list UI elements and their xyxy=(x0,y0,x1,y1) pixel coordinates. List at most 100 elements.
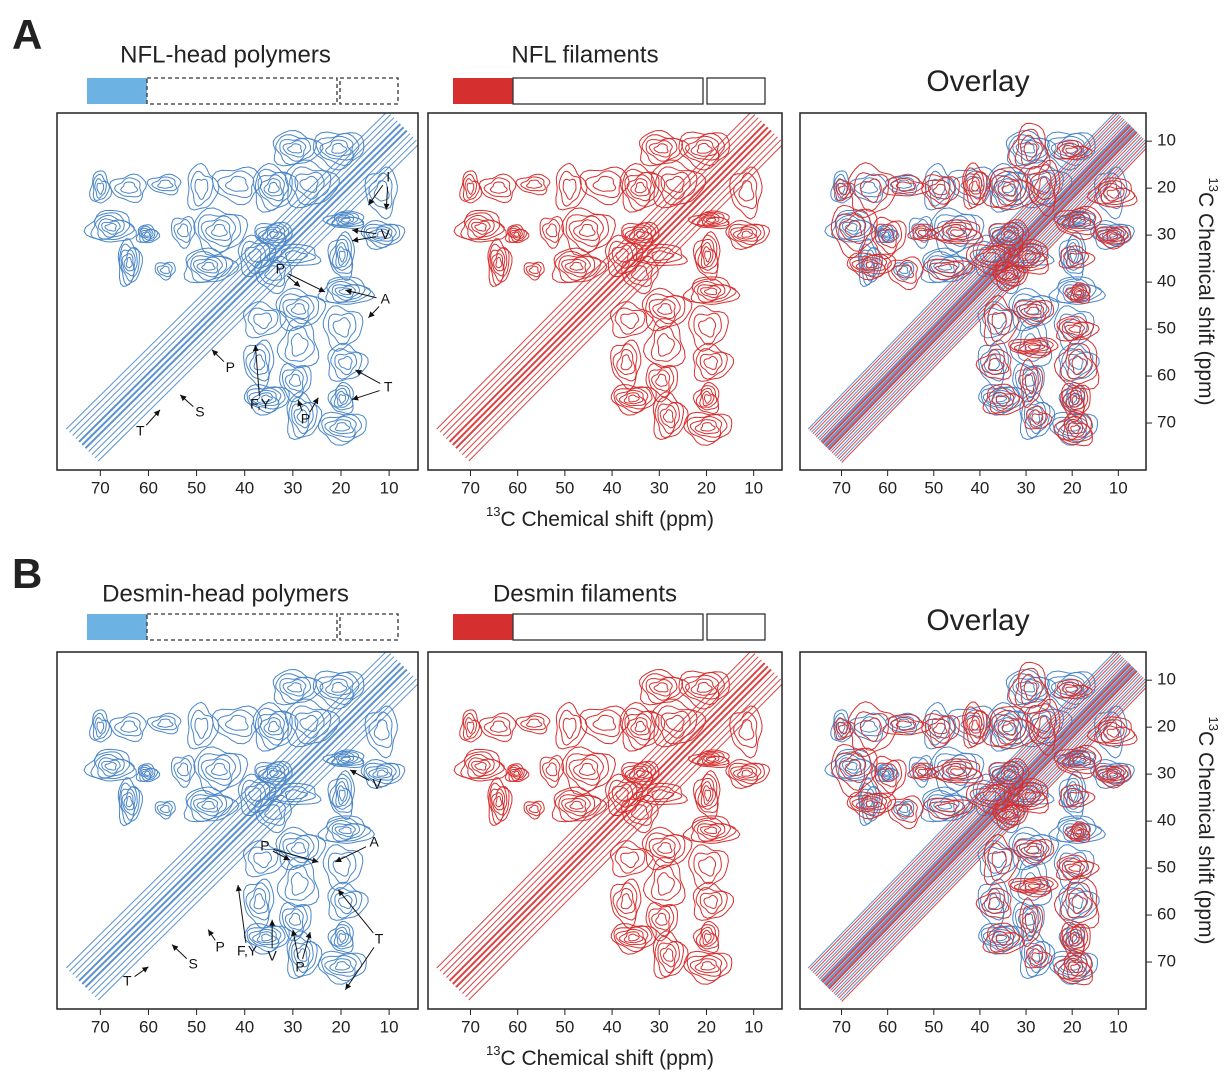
superscript: 13 xyxy=(1206,177,1221,191)
contour-line xyxy=(695,959,719,973)
chart-title: Overlay xyxy=(926,65,1029,98)
contour-line xyxy=(248,308,278,334)
contour-line xyxy=(157,803,172,816)
x-tick-label: 30 xyxy=(1017,1017,1036,1036)
contour-line xyxy=(466,754,500,778)
contour-line xyxy=(374,720,389,740)
contour-line xyxy=(658,873,675,896)
contour-line xyxy=(652,160,706,208)
annotation-label: T xyxy=(375,931,384,947)
contour-line xyxy=(254,894,265,909)
contour-line xyxy=(651,865,680,900)
contour-line xyxy=(658,304,672,315)
contour-line xyxy=(115,178,142,197)
contour-line xyxy=(152,716,177,730)
contour-line xyxy=(238,774,276,816)
contour-line xyxy=(605,774,643,816)
x-tick-label: 20 xyxy=(1063,1017,1082,1036)
contour-line xyxy=(705,790,711,801)
contour-line xyxy=(339,356,353,369)
contour-line xyxy=(115,717,142,736)
annotation-label: P xyxy=(301,410,310,426)
contour-line xyxy=(254,313,272,329)
plot-area xyxy=(808,111,1149,462)
y-tick-label: 20 xyxy=(1157,717,1176,736)
chart-title: Desmin-head polymers xyxy=(102,580,349,607)
contour-line xyxy=(1072,895,1087,914)
contour-line xyxy=(948,764,964,776)
contour-line xyxy=(289,374,300,386)
contour-line xyxy=(574,759,599,780)
contour-line xyxy=(332,682,347,692)
contour-line xyxy=(289,913,300,925)
x-tick-label: 20 xyxy=(332,478,351,497)
contour-line xyxy=(701,962,715,970)
x-tick-label: 70 xyxy=(461,1017,480,1036)
contour-line xyxy=(121,182,138,193)
contour-line xyxy=(656,374,667,386)
contour-line xyxy=(1076,291,1082,296)
contour-line xyxy=(97,722,104,734)
contour-line xyxy=(992,312,1006,334)
annotation-label: T xyxy=(136,423,145,439)
x-tick-label: 60 xyxy=(508,1017,527,1036)
x-tick-label: 50 xyxy=(924,1017,943,1036)
contour-line xyxy=(333,857,350,877)
contour-line xyxy=(268,182,279,192)
contour-line xyxy=(288,683,302,692)
contour-line xyxy=(649,680,672,697)
arrow-head xyxy=(338,890,344,897)
contour-line xyxy=(605,235,643,277)
contour-line xyxy=(988,304,1012,342)
contour-line xyxy=(635,182,646,192)
annotation-label: P xyxy=(260,838,269,854)
contour-line xyxy=(696,386,718,410)
x-axis-label: 13C Chemical shift (ppm) xyxy=(486,1043,714,1069)
contour-line xyxy=(698,778,718,809)
arrow-head xyxy=(208,930,214,937)
contour-line xyxy=(629,395,640,402)
contour-line xyxy=(331,386,353,410)
annotation-label: P xyxy=(295,958,304,974)
construct-rod xyxy=(513,614,703,640)
contour-line xyxy=(330,959,354,973)
y-axis-label: 13C Chemical shift (ppm) xyxy=(1194,716,1220,944)
contour-line xyxy=(593,176,616,191)
contour-line xyxy=(184,787,239,822)
x-tick-label: 60 xyxy=(139,478,158,497)
contour-line xyxy=(526,803,541,816)
contour-line xyxy=(697,682,712,692)
annotation-label: S xyxy=(195,403,204,419)
x-tick-label: 50 xyxy=(555,478,574,497)
contour-line xyxy=(698,239,718,270)
arrow-head xyxy=(269,920,275,926)
contour-line xyxy=(287,839,309,858)
annotation-arrow xyxy=(238,885,246,943)
x-tick-label: 40 xyxy=(970,478,989,497)
contour-line xyxy=(285,370,303,391)
contour-line xyxy=(1028,345,1040,350)
contour-line xyxy=(527,719,542,727)
construct-tail xyxy=(707,78,765,104)
contours xyxy=(808,111,1149,462)
contour-line xyxy=(652,909,670,930)
contour-line xyxy=(570,801,583,809)
contour-line xyxy=(339,934,346,943)
contour-line xyxy=(666,715,684,731)
contour-line xyxy=(191,710,213,745)
contour-line xyxy=(126,796,132,806)
plot-area xyxy=(437,111,784,461)
contour-line xyxy=(521,716,546,730)
arrow-head xyxy=(345,983,351,990)
diagonal-contour xyxy=(450,124,765,442)
annotation-label: T xyxy=(384,378,393,394)
y-tick-label: 40 xyxy=(1157,811,1176,830)
contour-line xyxy=(341,218,350,222)
contour-line xyxy=(652,699,706,747)
contour-line xyxy=(496,796,502,806)
contour-line xyxy=(202,262,215,270)
contour-line xyxy=(704,288,716,295)
contour-line xyxy=(96,754,130,778)
y-tick-label: 50 xyxy=(1157,319,1176,338)
contour-line xyxy=(369,712,392,748)
